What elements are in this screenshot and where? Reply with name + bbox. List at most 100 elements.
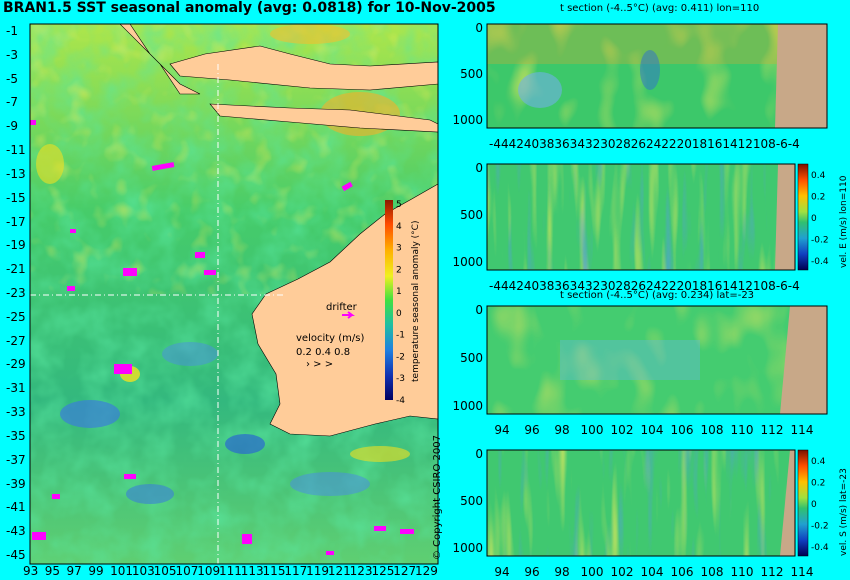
map-y-tick: -31 [6,381,26,396]
panel2-colorbar-tick: -0.2 [811,236,829,246]
map-y-tick: -25 [6,309,26,324]
panel4-x-tick: 104 [641,565,664,579]
map-y-tick: -29 [6,357,26,372]
map-colorbar-tick: 1 [396,287,402,297]
map-y-tick: -1 [6,24,18,38]
panel4-y-tick: 1000 [452,541,483,555]
panel4-x-tick: 110 [731,565,754,579]
map-y-tick: -5 [6,71,18,86]
panel3-x-tick: 96 [524,423,539,437]
panel3-x-tick: 110 [731,423,754,437]
panel2-y-tick: 1000 [452,255,483,269]
map-colorbar-tick: 0 [396,309,402,319]
panel3-x-tick: 112 [761,423,784,437]
panel2-colorbar-tick: 0.2 [811,193,825,203]
map-y-tick: -41 [6,500,26,515]
map-y-tick: -35 [6,428,26,443]
panel4-colorbar-tick: 0.4 [811,457,826,467]
panel4-x-tick: 102 [611,565,634,579]
panel4-plot [486,449,809,557]
map-y-tick: -27 [6,333,26,348]
map-y-tick: -45 [6,548,26,562]
panel3-x-tick: 114 [791,423,814,437]
panel3-x-tick: 108 [701,423,724,437]
map-colorbar-tick: 5 [396,200,402,210]
map-y-tick: -3 [6,47,18,62]
map-colorbar-tick: -4 [396,396,405,406]
map-colorbar-tick: 2 [396,265,402,275]
panel2-colorbar-tick: 0 [811,214,817,224]
panel4-colorbar-tick: 0.2 [811,479,825,489]
panel4-x-tick: 100 [581,565,604,579]
panel4-x-tick: 96 [524,565,539,579]
map-x-tick: 111 [219,564,242,578]
panel3-y-tick: 1000 [452,399,483,413]
map-x-tick: 99 [88,564,104,578]
panel3-x-tick: 104 [641,423,664,437]
map-x-tick: 93 [23,564,39,578]
drifter-legend-mark [342,311,355,319]
map-x-tick: 123 [349,564,373,578]
panel3-title: t section (-4..5°C) (avg: 0.234) lat=-23 [560,290,755,301]
map-y-tick: -43 [6,524,26,539]
panel1-plot [486,23,828,129]
map-colorbar-tick: -1 [396,331,405,341]
drifter-label: drifter [326,302,358,313]
map-x-tick: 107 [175,564,199,578]
map-colorbar [385,200,393,400]
map-y-tick: -15 [6,190,26,205]
panel2-plot [486,163,809,271]
panel4-x-tick: 98 [554,565,569,579]
map-y-tick: -13 [6,166,26,181]
land-sumatra [30,23,201,95]
panel3-y-tick: 500 [460,351,483,365]
panel1-y-tick: 0 [475,21,483,35]
panel4-x-tick: 106 [671,565,694,579]
map-y-tick: -21 [6,262,26,277]
map-x-tick: 101 [110,564,134,578]
sst-map: 5 4 3 2 1 0 -1 -2 -3 -4 temperature seasonal anom… [29,23,439,565]
panel3-x-tick: 98 [554,423,569,437]
map-colorbar-tick: 4 [396,222,402,232]
panel4-colorbar-tick: -0.2 [811,522,829,532]
map-x-tick: 97 [66,564,82,578]
panel4-x-tick: 94 [494,565,509,579]
map-x-tick: 115 [262,564,286,578]
panel3-x-tick: 102 [611,423,634,437]
map-colorbar-tick: 3 [396,244,402,254]
map-y-tick: -37 [6,452,26,467]
map-x-tick: 103 [131,564,155,578]
panel4-x-tick: 114 [791,565,814,579]
panel3-y-tick: 0 [475,303,483,317]
chart-title: BRAN1.5 SST seasonal anomaly (avg: 0.081… [3,0,496,16]
panel4-x-tick: 112 [761,565,784,579]
velocity-label: velocity (m/s) [296,333,364,344]
panel4-y-tick: 500 [460,494,483,508]
map-y-tick: -19 [6,238,26,253]
map-x-tick: 113 [240,564,264,578]
map-y-tick: -7 [6,95,18,110]
map-x-tick: 129 [415,564,438,578]
drifter-marks [30,120,414,555]
panel4-x-tick: 108 [701,565,724,579]
panel3-plot [486,305,828,415]
map-x-tick: 95 [44,564,61,578]
panel3-x-tick: 94 [494,423,509,437]
panel1-y-tick: 1000 [452,113,483,127]
panel2-colorbar-tick: 0.4 [811,171,826,181]
map-x-tick: 127 [393,564,417,578]
panel2-y-tick: 0 [475,161,483,175]
map-y-tick: -11 [6,143,26,158]
map-y-tick: -9 [6,119,18,134]
map-x-tick: 117 [284,564,308,578]
panel4-colorbar-tick: -0.4 [811,543,829,553]
panel1-y-tick: 500 [460,67,483,81]
velocity-scale: 0.2 0.4 0.8 [296,347,350,358]
panel2-y-tick: 500 [460,208,483,222]
panel3-x-tick: 100 [581,423,604,437]
panel4-y-tick: 0 [475,447,483,461]
panel2-colorbar-label: vel. E (m/s) lon=110 [839,175,849,268]
map-x-tick: 119 [306,564,330,578]
map-x-tick: 109 [197,564,221,578]
